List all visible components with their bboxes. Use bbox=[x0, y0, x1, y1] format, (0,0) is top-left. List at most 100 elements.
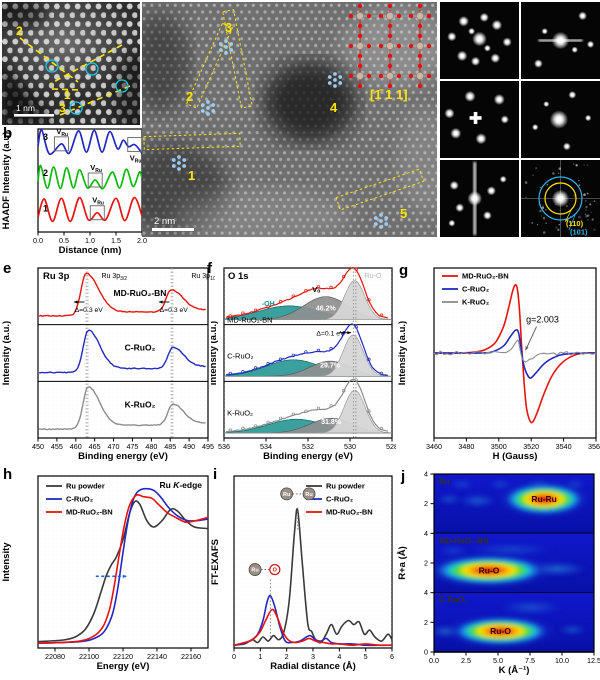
svg-text:Intensity: Intensity bbox=[1, 542, 12, 582]
svg-text:22100: 22100 bbox=[79, 652, 99, 661]
profile-curve-1 bbox=[37, 196, 143, 223]
oxygen-atom bbox=[396, 13, 402, 19]
svg-text:4: 4 bbox=[330, 100, 338, 115]
svg-text:K (Å⁻¹): K (Å⁻¹) bbox=[499, 665, 530, 676]
svg-text:460: 460 bbox=[70, 442, 82, 451]
ru-atom bbox=[416, 72, 424, 80]
svg-text:Intensity (a.u.): Intensity (a.u.) bbox=[211, 321, 219, 385]
svg-text:3540: 3540 bbox=[556, 442, 572, 451]
haadf-lattice bbox=[2, 2, 140, 125]
rutile-structure-inset bbox=[348, 3, 432, 89]
xps-curve bbox=[39, 329, 206, 374]
svg-text:5.0: 5.0 bbox=[493, 656, 503, 665]
fft-pattern-1 bbox=[440, 2, 519, 79]
vacancy-box bbox=[89, 205, 105, 221]
o-atom-icon bbox=[269, 563, 281, 576]
wavelet-strip-2: C-RuO₂ Ru-O bbox=[434, 592, 594, 652]
svg-text:Energy (eV): Energy (eV) bbox=[97, 661, 150, 672]
svg-text:3: 3 bbox=[59, 101, 66, 115]
oxygen-atom bbox=[348, 73, 354, 79]
oxygen-atom bbox=[348, 43, 354, 49]
svg-text:Vₒ: Vₒ bbox=[312, 285, 320, 294]
svg-text:C-RuO₂: C-RuO₂ bbox=[462, 285, 489, 294]
svg-text:2 nm: 2 nm bbox=[154, 216, 175, 227]
svg-text:0.0: 0.0 bbox=[33, 236, 43, 245]
svg-text:22120: 22120 bbox=[113, 652, 133, 661]
oxygen-atom bbox=[417, 63, 423, 69]
oxygen-atom bbox=[387, 63, 393, 69]
ring-101 bbox=[538, 176, 583, 221]
vacancy-circle bbox=[69, 101, 83, 115]
panel-j-letter: j bbox=[401, 468, 406, 485]
svg-text:12.5: 12.5 bbox=[587, 656, 600, 665]
panel-i-ft-exafs: Ru powder C-RuO₂ MD-RuO₂-BN 0 1 2 3 4 5 6 Radial d… bbox=[211, 475, 394, 672]
oxygen-atom bbox=[387, 33, 393, 39]
oxygen-atom bbox=[408, 73, 414, 79]
svg-text:Ru K-edge: Ru K-edge bbox=[159, 480, 202, 490]
vo-percentage: 31.8% bbox=[321, 419, 342, 426]
fft-pattern-3 bbox=[440, 81, 519, 158]
panel-g-epr: MD-RuO₂-BN C-RuO₂ K-RuO₂ g=2.003 3460 3480 350… bbox=[397, 267, 600, 462]
oxygen-atom bbox=[408, 43, 414, 49]
svg-text:470: 470 bbox=[108, 442, 120, 451]
svg-text:MD-RuO₂-BN: MD-RuO₂-BN bbox=[114, 288, 167, 298]
svg-text:480: 480 bbox=[145, 442, 157, 451]
h-curve-2 bbox=[37, 493, 209, 644]
svg-text:Ru-O: Ru-O bbox=[365, 273, 382, 280]
xps-curve bbox=[38, 386, 206, 431]
panel-f-letter: f bbox=[207, 260, 212, 277]
shell-label: Ru-Ru bbox=[531, 494, 557, 504]
panel-e-ru3p-xps: MD-RuO₂-BN C-RuO₂ K-RuO₂ Ru 3p Ru 3p3/2 Ru 3p… bbox=[1, 267, 215, 462]
svg-text:1 nm: 1 nm bbox=[16, 103, 35, 113]
svg-text:Ru powder: Ru powder bbox=[326, 482, 365, 491]
svg-text:K-RuO₂: K-RuO₂ bbox=[125, 399, 156, 409]
fft-pattern-6: (110)(101) bbox=[521, 160, 600, 237]
shell-label: Ru-O bbox=[479, 565, 500, 575]
svg-text:2: 2 bbox=[285, 652, 289, 661]
ru-atom bbox=[356, 42, 364, 50]
svg-text:MD-RuO₂-BN: MD-RuO₂-BN bbox=[462, 272, 509, 281]
svg-text:(110): (110) bbox=[566, 219, 584, 228]
svg-text:VRu: VRu bbox=[92, 196, 104, 207]
xps-curve bbox=[38, 272, 206, 317]
g-curve-1 bbox=[433, 328, 597, 379]
svg-text:6: 6 bbox=[390, 652, 394, 661]
svg-text:3: 3 bbox=[43, 132, 48, 142]
svg-text:C-RuO₂: C-RuO₂ bbox=[227, 352, 253, 361]
svg-text:4: 4 bbox=[424, 470, 428, 479]
oxygen-atom bbox=[417, 83, 423, 89]
oxygen-atom bbox=[378, 13, 384, 19]
svg-text:Ru 3p1/2: Ru 3p1/2 bbox=[191, 273, 215, 282]
svg-text:0: 0 bbox=[232, 652, 236, 661]
svg-text:1.5: 1.5 bbox=[111, 236, 121, 245]
oxygen-atom bbox=[357, 53, 363, 59]
svg-text:530: 530 bbox=[344, 442, 356, 451]
svg-text:K-RuO₂: K-RuO₂ bbox=[227, 408, 253, 417]
svg-text:MD-RuO₂-BN: MD-RuO₂-BN bbox=[66, 508, 113, 517]
svg-text:490: 490 bbox=[183, 442, 195, 451]
svg-text:2.0: 2.0 bbox=[137, 236, 147, 245]
svg-text:Ru powder: Ru powder bbox=[66, 482, 105, 491]
single-atom-cluster bbox=[218, 39, 234, 55]
svg-text:VRu: VRu bbox=[90, 163, 102, 174]
svg-text:VRu: VRu bbox=[56, 127, 68, 138]
svg-text:532: 532 bbox=[302, 442, 314, 451]
svg-text:(101): (101) bbox=[570, 228, 588, 237]
fit-component bbox=[224, 334, 393, 377]
svg-text:536: 536 bbox=[218, 442, 230, 451]
panel-c-annotations: 1 2 3 4 5 [1̄ 1 1] 2 nm bbox=[143, 9, 425, 231]
svg-text:1.0: 1.0 bbox=[85, 236, 95, 245]
ru-atom bbox=[356, 12, 364, 20]
oxygen-atom bbox=[366, 43, 372, 49]
svg-text:Ru: Ru bbox=[283, 492, 290, 498]
stem-lattice bbox=[142, 2, 437, 237]
fft-pattern-5 bbox=[440, 160, 519, 237]
ru-atom-icon bbox=[302, 487, 316, 501]
svg-text:455: 455 bbox=[51, 442, 63, 451]
svg-text:O: O bbox=[273, 568, 278, 574]
svg-text:22160: 22160 bbox=[181, 652, 201, 661]
svg-text:g=2.003: g=2.003 bbox=[526, 315, 559, 325]
svg-text:2: 2 bbox=[424, 559, 428, 568]
svg-text:3500: 3500 bbox=[491, 442, 507, 451]
svg-text:450: 450 bbox=[32, 442, 44, 451]
